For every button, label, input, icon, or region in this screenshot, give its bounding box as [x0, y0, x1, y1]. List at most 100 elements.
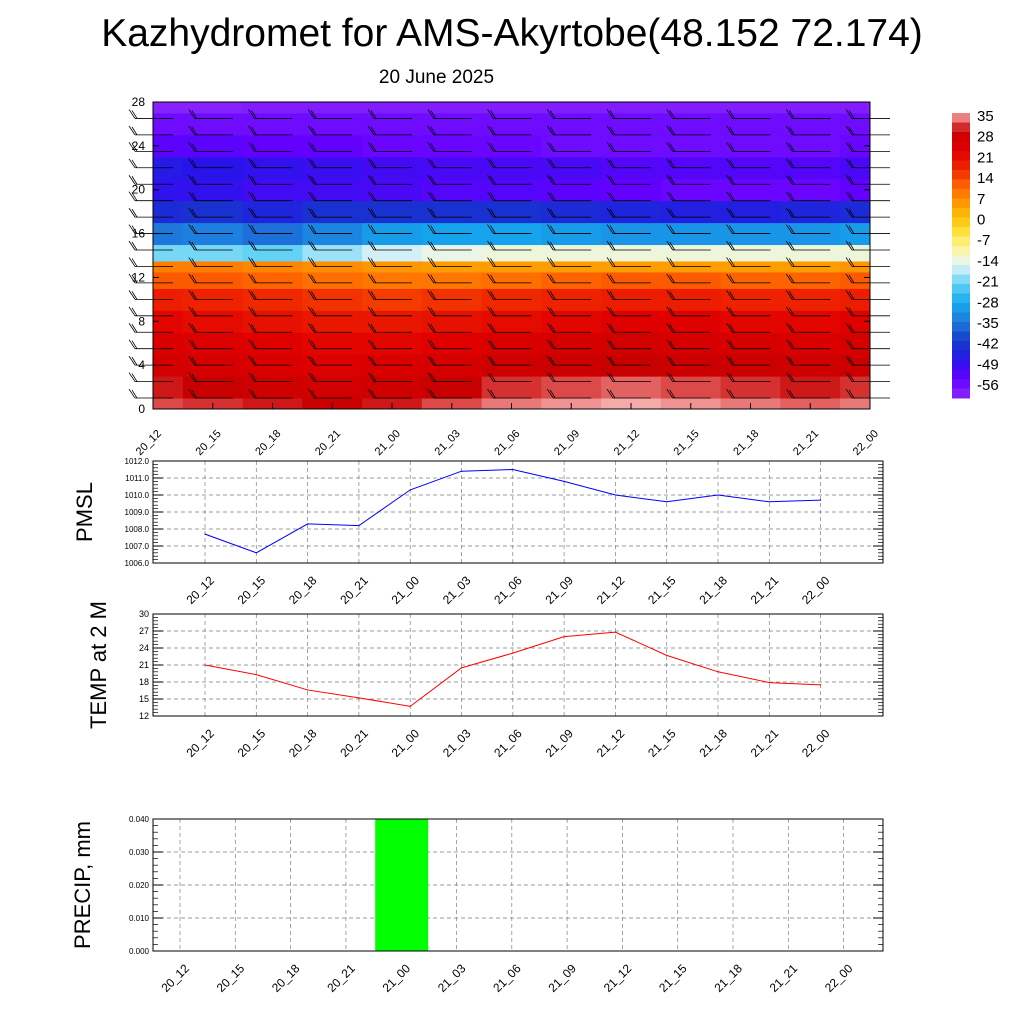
x-tick-label: 21_12: [612, 428, 642, 458]
wind-barb: [726, 355, 771, 366]
x-tick-label: 21_09: [543, 573, 577, 607]
heatmap-cell: [660, 112, 722, 136]
wind-barb: [785, 142, 831, 152]
heatmap-cell: [302, 134, 363, 158]
wind-barb: [606, 388, 651, 399]
wind-barb: [606, 339, 651, 350]
heatmap-cell: [242, 332, 303, 355]
wind-barb: [188, 323, 233, 333]
wind-barb: [785, 388, 831, 399]
wind-barb: [666, 142, 711, 152]
heatmap-cell: [182, 112, 244, 136]
heatmap-cell: [780, 244, 841, 262]
wind-barb: [307, 142, 353, 152]
heatmap-cell: [242, 310, 303, 333]
wind-barb: [606, 323, 651, 333]
heatmap-cell: [660, 200, 722, 224]
heatmap-cell: [481, 112, 542, 136]
x-tick-label: 20_15: [214, 961, 248, 995]
wind-barb: [606, 109, 651, 119]
heatmap-cell: [840, 376, 870, 399]
wind-barb: [785, 306, 831, 317]
wind-barb: [487, 372, 532, 382]
heatmap-cell: [481, 244, 542, 262]
wind-barb: [307, 257, 353, 267]
data-point: [820, 684, 822, 686]
heatmap-cell: [362, 112, 423, 136]
wind-barb: [128, 323, 173, 333]
data-point: [307, 523, 309, 525]
wind-barb: [188, 257, 233, 267]
wind-barb: [487, 339, 532, 350]
wind-barb: [785, 240, 831, 251]
heatmap-cell: [780, 200, 841, 224]
wind-barb: [367, 372, 412, 382]
wind-barb: [845, 388, 890, 399]
y-tick-label: 0.040: [129, 815, 150, 824]
wind-barb: [666, 224, 711, 234]
wind-barb: [427, 290, 472, 300]
wind-barb: [427, 142, 472, 152]
wind-barb: [367, 388, 412, 399]
heatmap-cell: [302, 332, 363, 355]
wind-barb: [307, 224, 353, 234]
x-tick-label: 21_03: [440, 573, 474, 607]
data-point: [358, 697, 360, 699]
wind-barb: [427, 125, 472, 136]
wind-barb: [666, 158, 711, 169]
cross-section-panel: 0 4 8 12 16 20 24 28 20_12 20_15 20_18 20_21 21_00 21…: [128, 95, 890, 458]
x-tick-label: 21_18: [696, 726, 730, 760]
heatmap-cell: [242, 200, 303, 224]
colorbar-label: -35: [977, 315, 999, 332]
wind-barb: [726, 142, 771, 152]
colorbar-label: 7: [977, 191, 985, 208]
wind-barb: [188, 339, 233, 350]
colorbar-swatch: [952, 208, 970, 218]
data-point: [255, 552, 257, 554]
heatmap-cell: [840, 332, 870, 355]
pmsl-panel: 1006.0 1007.0 1008.0 1009.0 1010.0 1011.0 1012…: [72, 457, 884, 607]
wind-barb: [367, 142, 412, 152]
data-point: [204, 533, 206, 535]
colorbar-swatch: [952, 303, 970, 313]
wind-barb: [845, 158, 890, 169]
wind-barb: [726, 175, 771, 185]
wind-barb: [606, 355, 651, 366]
heatmap-cell: [660, 271, 722, 289]
x-tick-label: 21_15: [656, 961, 690, 995]
heatmap-cell: [242, 271, 303, 289]
heatmap-cell: [780, 332, 841, 355]
colorbar-swatch: [952, 113, 970, 123]
wind-barb: [128, 290, 173, 300]
colorbar-label: 14: [977, 170, 994, 187]
y-tick-label: 20: [132, 183, 146, 197]
heatmap-cell: [242, 134, 303, 158]
wind-barb: [307, 273, 353, 284]
heatmap-cell: [302, 244, 363, 262]
wind-barb: [427, 224, 472, 234]
x-tick-label: 22_00: [799, 573, 833, 607]
wind-barb: [248, 257, 293, 267]
y-tick-label: 1010.0: [125, 491, 150, 500]
wind-barb: [785, 273, 831, 284]
colorbar-label: -42: [977, 336, 999, 353]
wind-barb: [188, 273, 233, 284]
wind-barb: [726, 339, 771, 350]
heatmap-cell: [601, 310, 662, 333]
wind-barb: [427, 323, 472, 333]
wind-barb: [845, 323, 890, 333]
wind-barb: [546, 240, 592, 251]
heatmap-cell: [780, 112, 841, 136]
colorbar-swatch: [952, 312, 970, 323]
wind-barb: [188, 388, 233, 399]
wind-barb: [128, 372, 173, 382]
x-tick-label: 21_12: [601, 961, 635, 995]
wind-barb: [546, 109, 592, 119]
colorbar-swatch: [952, 388, 970, 399]
wind-barb: [427, 158, 472, 169]
wind-barb: [128, 158, 173, 169]
wind-barb: [128, 175, 173, 185]
wind-barb: [307, 372, 353, 382]
colorbar-swatch: [952, 293, 970, 304]
wind-barb: [188, 175, 233, 185]
